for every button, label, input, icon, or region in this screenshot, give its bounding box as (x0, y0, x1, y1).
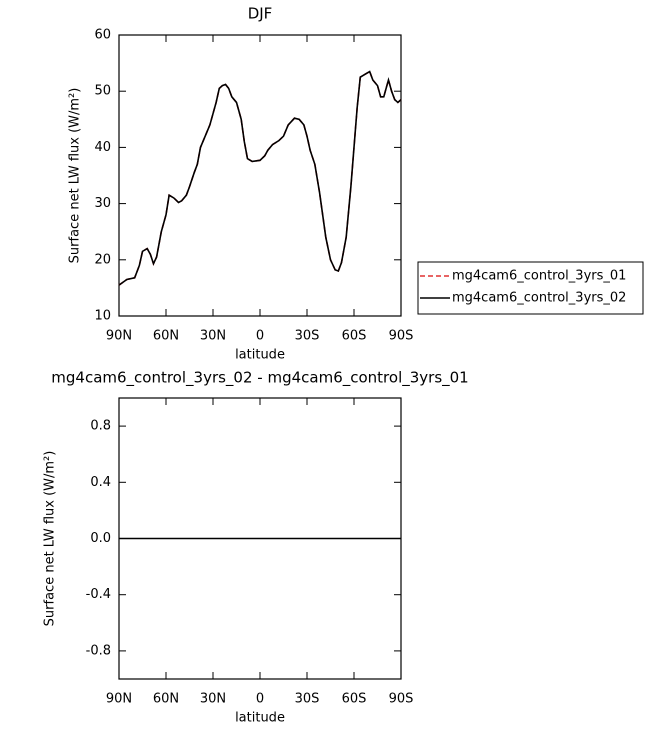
data-line (118, 70, 402, 286)
y-axis-label: Surface net LW flux (W/m²) (68, 88, 83, 264)
y-tick-label: 60 (94, 28, 111, 43)
x-tick-label: 60N (153, 692, 179, 707)
plot-frame (118, 34, 402, 317)
legend-label: mg4cam6_control_3yrs_01 (452, 269, 626, 284)
y-tick-label: 30 (94, 196, 111, 211)
y-tick-label: 50 (94, 84, 111, 99)
legend-box (417, 261, 644, 315)
x-tick-label: 90S (389, 329, 414, 344)
y-axis-label: Surface net LW flux (W/m²) (43, 451, 58, 627)
y-tick-label: -0.4 (86, 587, 111, 602)
data-line (118, 70, 402, 286)
y-tick-label: 0.4 (90, 475, 111, 490)
x-axis-label: latitude (235, 348, 285, 363)
x-tick-label: 30N (200, 329, 226, 344)
x-tick-label: 0 (256, 329, 264, 344)
y-tick-label: 0.8 (90, 419, 111, 434)
x-tick-label: 0 (256, 692, 264, 707)
x-axis-label: latitude (235, 711, 285, 726)
x-tick-label: 30S (295, 329, 320, 344)
y-tick-label: -0.8 (86, 643, 111, 658)
y-tick-label: 20 (94, 252, 111, 267)
x-tick-label: 30S (295, 692, 320, 707)
y-tick-label: 0.0 (90, 531, 111, 546)
x-tick-label: 60S (342, 329, 367, 344)
x-tick-label: 90N (106, 329, 132, 344)
y-tick-label: 40 (94, 140, 111, 155)
y-tick-label: 10 (94, 309, 111, 324)
x-tick-label: 30N (200, 692, 226, 707)
legend-label: mg4cam6_control_3yrs_02 (452, 291, 626, 306)
chart-title: mg4cam6_control_3yrs_02 - mg4cam6_contro… (51, 369, 468, 388)
chart-title: DJF (248, 5, 273, 23)
x-tick-label: 90S (389, 692, 414, 707)
x-tick-label: 60N (153, 329, 179, 344)
x-tick-label: 60S (342, 692, 367, 707)
x-tick-label: 90N (106, 692, 132, 707)
